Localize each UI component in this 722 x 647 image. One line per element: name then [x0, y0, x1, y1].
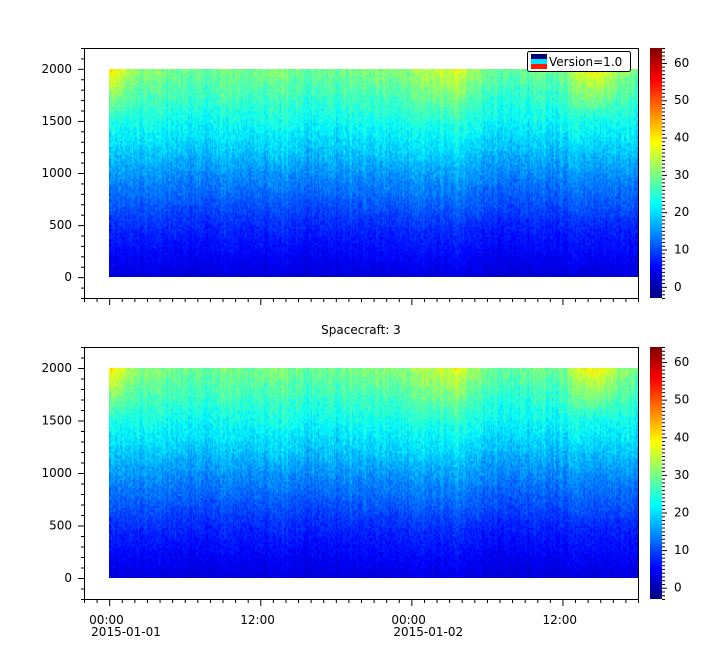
y-tick-label: 1500	[41, 414, 72, 428]
colorbar-tick-label: 20	[674, 505, 689, 519]
colorbar-tick-label: 10	[674, 242, 689, 256]
spectrogram-bottom	[109, 368, 639, 578]
colorbar-tick-label: 0	[674, 280, 682, 294]
colorbar-tick-label: 50	[674, 93, 689, 107]
x-tick-date-label: 2015-01-01	[91, 625, 161, 639]
colorbar-tick-label: 60	[674, 355, 689, 369]
legend-swatch-band	[531, 59, 547, 64]
y-tick-label: 0	[64, 270, 72, 284]
legend-swatch-band	[531, 64, 547, 69]
colorbar-tick-label: 10	[674, 543, 689, 557]
colorbar-tick-label: 60	[674, 56, 689, 70]
colorbar-bottom	[650, 347, 662, 599]
plot-title: Spacecraft: 3	[321, 323, 401, 337]
y-tick-label: 2000	[41, 62, 72, 76]
x-tick-label: 00:00	[89, 613, 124, 627]
colorbar-tick-label: 30	[674, 468, 689, 482]
x-tick-date-label: 2015-01-02	[393, 625, 463, 639]
colorbar-tick-label: 20	[674, 205, 689, 219]
spectrogram-top	[109, 68, 639, 277]
colorbar-tick-label: 50	[674, 393, 689, 407]
y-tick-label: 0	[64, 571, 72, 585]
x-tick-label: 00:00	[391, 613, 426, 627]
y-tick-label: 1000	[41, 166, 72, 180]
legend-label: Version=1.0	[549, 55, 622, 69]
plot-frame	[84, 347, 639, 600]
x-tick-label: 12:00	[542, 613, 577, 627]
y-tick-label: 1500	[41, 114, 72, 128]
colorbar-top	[650, 48, 662, 298]
x-tick-label: 12:00	[240, 613, 275, 627]
y-tick-label: 2000	[41, 361, 72, 375]
legend-swatch-icon	[531, 54, 547, 69]
colorbar-tick-label: 30	[674, 168, 689, 182]
plot-frame	[84, 48, 639, 299]
legend-swatch-band	[531, 54, 547, 59]
colorbar-tick-label: 40	[674, 430, 689, 444]
y-tick-label: 500	[49, 218, 72, 232]
legend-box	[527, 51, 631, 72]
y-tick-label: 500	[49, 519, 72, 533]
legend: Version=1.0	[527, 51, 631, 72]
y-tick-label: 1000	[41, 466, 72, 480]
colorbar-tick-label: 40	[674, 131, 689, 145]
colorbar-tick-label: 0	[674, 581, 682, 595]
